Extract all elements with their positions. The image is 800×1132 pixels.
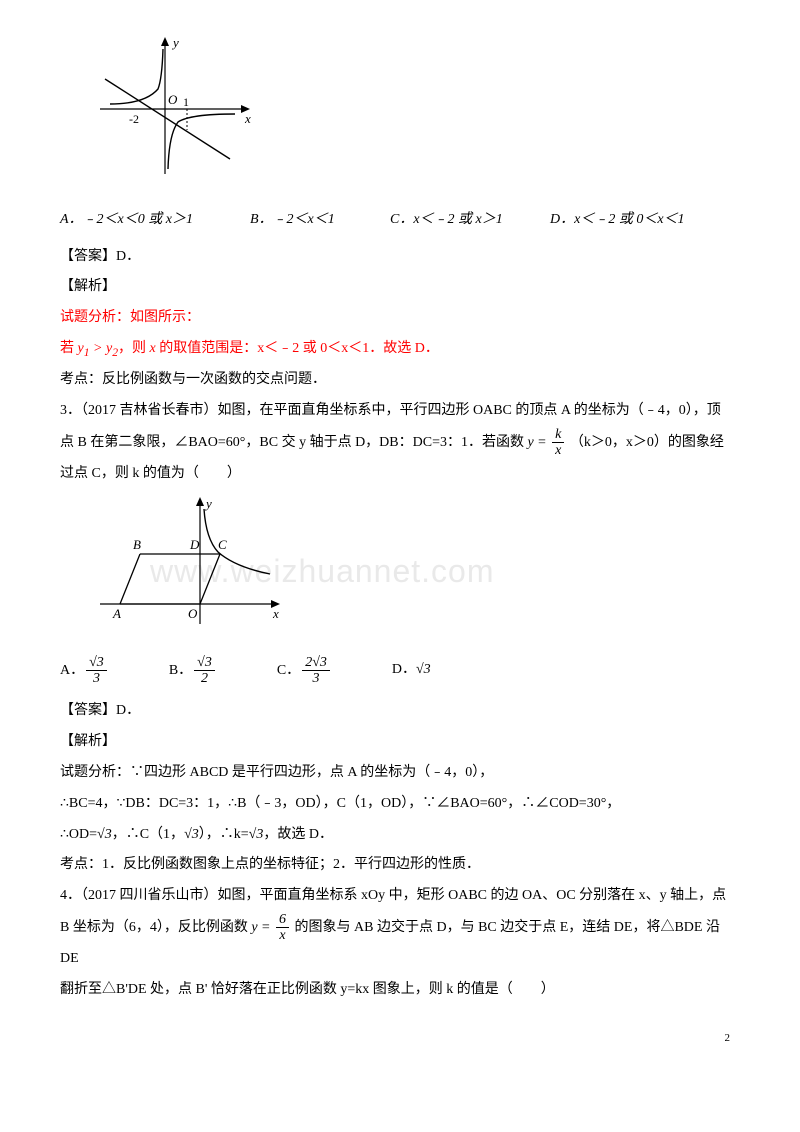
- page-number: 2: [60, 1026, 740, 1050]
- jiexi-1: 【解析】: [60, 272, 740, 303]
- kaodian-1: 考点：反比例函数与一次函数的交点问题．: [60, 365, 740, 396]
- option-a: A．√33: [60, 655, 109, 687]
- svg-text:y: y: [204, 496, 212, 511]
- option-a: A．﹣2＜x＜0 或 x＞1: [60, 205, 250, 236]
- q3-line3: 过点 C，则 k 的值为（ ）: [60, 459, 740, 490]
- q4-line3: 翻折至△B'DE 处，点 B' 恰好落在正比例函数 y=kx 图象上，则 k 的…: [60, 975, 740, 1006]
- label-y: y: [171, 35, 179, 50]
- jiexi-2: 【解析】: [60, 727, 740, 758]
- analysis-1b: 若 y1 > y2，则 x 的取值范围是：x＜﹣2 或 0＜x＜1．故选 D．: [60, 334, 740, 365]
- options-q-prev: A．﹣2＜x＜0 或 x＞1 B．﹣2＜x＜1 C．x＜﹣2 或 x＞1 D．x…: [60, 205, 740, 236]
- q3-sol2: ∴BC=4，∵DB：DC=3：1，∴B（﹣3，OD），C（1，OD），∵∠BAO…: [60, 789, 740, 820]
- graph-2: A B D C O y x: [90, 494, 740, 647]
- q3-line1: 3．（2017 吉林省长春市）如图，在平面直角坐标系中，平行四边形 OABC 的…: [60, 396, 740, 427]
- q4-line1: 4．（2017 四川省乐山市）如图，平面直角坐标系 xOy 中，矩形 OABC …: [60, 881, 740, 912]
- kaodian-2: 考点：1．反比例函数图象上点的坐标特征；2．平行四边形的性质．: [60, 850, 740, 881]
- option-d: D．√3: [392, 655, 431, 687]
- graph-1: -2 1 O y x: [90, 34, 740, 197]
- q3-line2: 点 B 在第二象限，∠BAO=60°，BC 交 y 轴于点 D，DB：DC=3：…: [60, 427, 740, 459]
- options-q3: A．√33 B．√32 C．2√33 D．√3: [60, 655, 740, 687]
- answer-1: 【答案】D．: [60, 242, 740, 273]
- option-b: B．√32: [169, 655, 217, 687]
- svg-text:x: x: [272, 606, 279, 621]
- q4-line2: B 坐标为（6，4），反比例函数 y = 6x 的图象与 AB 边交于点 D，与…: [60, 912, 740, 975]
- label-O: O: [168, 92, 178, 107]
- option-d: D．x＜﹣2 或 0＜x＜1: [550, 205, 710, 236]
- svg-text:O: O: [188, 606, 198, 621]
- label-neg2: -2: [129, 112, 139, 126]
- option-b: B．﹣2＜x＜1: [250, 205, 390, 236]
- analysis-1a: 试题分析：如图所示：: [60, 303, 740, 334]
- q3-sol3: ∴OD=√3，∴C（1，√3），∴k=√3，故选 D．: [60, 820, 740, 851]
- svg-text:D: D: [189, 537, 200, 552]
- svg-text:C: C: [218, 537, 227, 552]
- svg-text:B: B: [133, 537, 141, 552]
- label-one: 1: [183, 95, 189, 109]
- label-x: x: [244, 111, 251, 126]
- answer-2: 【答案】D．: [60, 696, 740, 727]
- option-c: C．x＜﹣2 或 x＞1: [390, 205, 550, 236]
- svg-text:A: A: [112, 606, 121, 621]
- option-c: C．2√33: [277, 655, 332, 687]
- q3-sol1: 试题分析：∵四边形 ABCD 是平行四边形，点 A 的坐标为（﹣4，0），: [60, 758, 740, 789]
